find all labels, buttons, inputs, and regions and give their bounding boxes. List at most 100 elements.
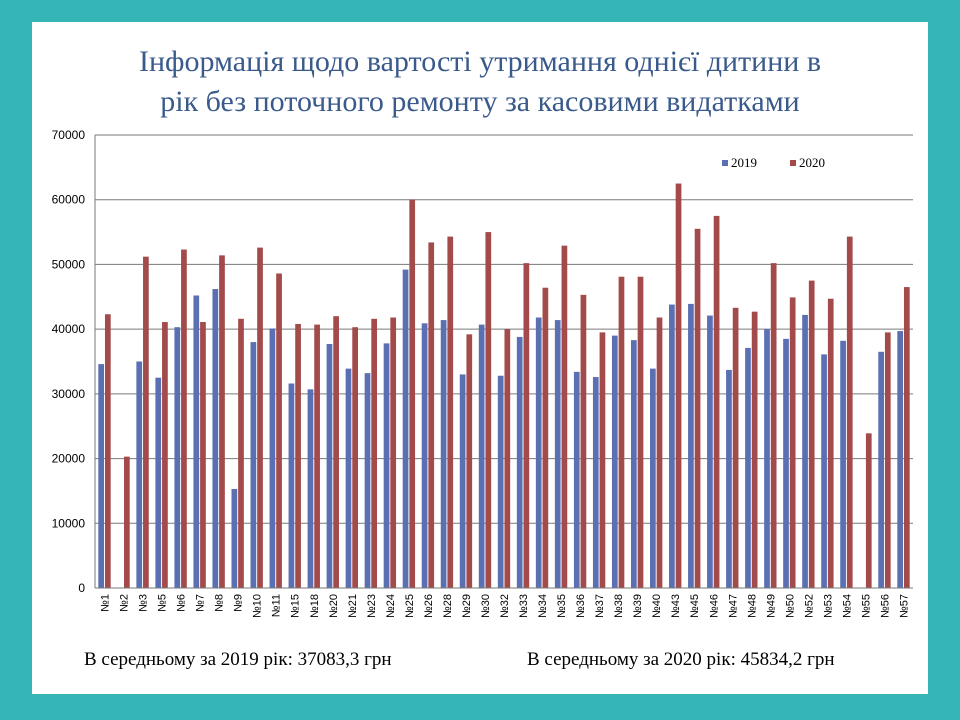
bar-2019-№40 — [650, 368, 656, 588]
y-tick-label: 0 — [78, 581, 85, 595]
bar-chart: 0 10000 20000 30000 40000 50000 60000 70000 №1 №2… — [52, 128, 913, 618]
x-tick-label: №54 — [841, 594, 853, 618]
bar-2020-№52 — [808, 280, 815, 588]
x-tick-label: №3 — [138, 594, 150, 612]
bar-2020-№9 — [238, 318, 244, 588]
bar-2020-№53 — [827, 298, 834, 588]
bar-2019-№8 — [212, 289, 219, 588]
y-tick-label: 50000 — [52, 257, 86, 271]
x-tick-label: №10 — [252, 594, 264, 618]
bar-2020-№26 — [428, 242, 435, 588]
x-tick-label: №24 — [385, 594, 397, 618]
x-tick-label: №33 — [518, 594, 530, 618]
x-tick-label: №18 — [309, 594, 321, 618]
bar-2019-№32 — [497, 375, 504, 588]
legend-swatch-2019 — [722, 160, 728, 166]
bar-2020-№48 — [751, 311, 758, 588]
bar-2019-№53 — [821, 354, 827, 588]
bar-2020-№46 — [713, 215, 720, 588]
x-tick-label: №23 — [366, 594, 378, 618]
bar-2019-№1 — [98, 364, 105, 588]
x-tick-label: №52 — [803, 594, 815, 618]
bar-2019-№26 — [421, 323, 428, 588]
bar-2019-№43 — [669, 304, 675, 588]
x-tick-label: №5 — [157, 594, 169, 612]
bar-2019-№57 — [897, 331, 904, 588]
chart-title: Інформація щодо вартості утримання одніє… — [32, 42, 928, 122]
x-tick-label: №55 — [860, 594, 872, 618]
x-tick-label: №40 — [651, 594, 663, 618]
x-tick-label: №38 — [613, 594, 625, 618]
bar-2020-№49 — [770, 263, 777, 588]
x-tick-label: №8 — [214, 594, 226, 612]
bar-2020-№36 — [580, 294, 587, 588]
x-tick-label: №45 — [689, 594, 701, 618]
bar-2020-№10 — [257, 247, 263, 589]
bar-2020-№38 — [618, 276, 625, 588]
slide-panel: Інформація щодо вартості утримання одніє… — [32, 22, 928, 694]
x-tick-label: №39 — [632, 594, 644, 618]
x-tick-label: №57 — [898, 594, 910, 618]
x-tick-label: №20 — [328, 594, 340, 618]
x-tick-label: №7 — [195, 594, 207, 612]
bar-2020-№32 — [504, 329, 511, 588]
legend-label-2019: 2019 — [731, 155, 757, 170]
y-tick-label: 30000 — [52, 387, 86, 401]
chart-title-line-2: рік без поточного ремонту за касовими ви… — [160, 85, 800, 118]
bar-2020-№55 — [865, 433, 872, 588]
legend-label-2020: 2020 — [799, 155, 825, 170]
bar-2019-№36 — [573, 371, 580, 588]
x-tick-label: №49 — [765, 594, 777, 618]
chart-title-line-1: Інформація щодо вартості утримання одніє… — [138, 45, 822, 78]
bar-2019-№52 — [802, 314, 808, 588]
y-tick-label: 60000 — [52, 193, 86, 207]
x-tick-label: №35 — [556, 594, 568, 618]
bar-2020-№34 — [542, 287, 549, 588]
bar-2019-№48 — [745, 347, 751, 588]
x-tick-label: №25 — [404, 594, 416, 618]
bar-2020-№40 — [656, 317, 663, 588]
bar-2019-№50 — [783, 338, 789, 588]
x-tick-label: №48 — [746, 594, 758, 618]
bar-2020-№23 — [371, 318, 378, 588]
x-tick-label: №29 — [461, 594, 473, 618]
bar-2020-№2 — [124, 456, 130, 588]
bar-2019-№30 — [478, 324, 485, 588]
bar-2020-№7 — [200, 322, 206, 588]
bar-2020-№35 — [561, 245, 568, 588]
bar-2019-№45 — [688, 303, 694, 588]
x-tick-label: №26 — [423, 594, 435, 618]
x-tick-label: №53 — [822, 594, 834, 618]
bar-2020-№8 — [219, 255, 225, 588]
x-tick-label: №50 — [784, 594, 796, 618]
legend-swatch-2020 — [790, 160, 796, 166]
bar-2020-№33 — [523, 263, 530, 588]
bar-2020-№24 — [390, 317, 397, 588]
x-tick-label: №43 — [670, 594, 682, 618]
x-tick-label: №15 — [290, 594, 302, 618]
x-tick-label: №9 — [233, 594, 245, 612]
bar-2020-№39 — [637, 276, 644, 588]
bar-2019-№15 — [288, 383, 295, 588]
bar-2019-№7 — [193, 295, 200, 588]
bar-2020-№5 — [162, 322, 168, 588]
bar-2019-№35 — [554, 320, 561, 588]
bar-2020-№18 — [314, 324, 320, 588]
bar-2020-№21 — [352, 327, 358, 588]
bar-2019-№28 — [440, 320, 447, 588]
bar-2020-№43 — [675, 183, 682, 589]
bar-2020-№37 — [599, 332, 606, 588]
bar-2019-№24 — [383, 343, 390, 588]
bar-2020-№25 — [409, 199, 416, 588]
x-tick-label: №47 — [727, 594, 739, 618]
bar-2020-№45 — [694, 228, 701, 589]
bar-2020-№50 — [789, 297, 796, 588]
x-tick-label: №36 — [575, 594, 587, 618]
bar-2019-№18 — [307, 389, 314, 588]
bar-2020-№57 — [903, 287, 910, 588]
bar-2020-№1 — [104, 314, 111, 588]
y-tick-label: 20000 — [52, 452, 86, 466]
x-tick-label: №1 — [100, 594, 112, 612]
bar-2020-№28 — [447, 236, 454, 588]
bar-2019-№33 — [516, 336, 523, 588]
